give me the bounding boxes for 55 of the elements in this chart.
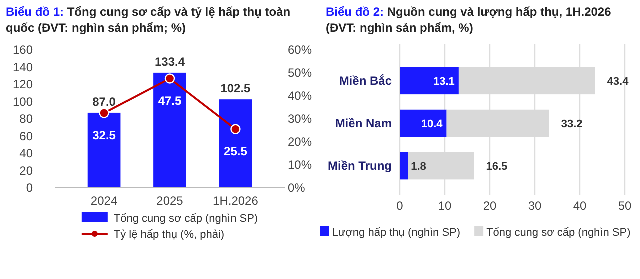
- y-tick-label: 120: [12, 78, 34, 92]
- data-label: 87.0: [92, 94, 116, 109]
- y-tick-label: 40: [20, 146, 34, 160]
- x-tick-label: 2024: [90, 194, 118, 208]
- x-tick-label: 1H.2026: [213, 194, 259, 208]
- y-tick-label: 60: [20, 129, 34, 144]
- x-tick-label: 50: [618, 199, 632, 213]
- bar: [88, 112, 121, 188]
- y-tick-label: Miền Nam: [335, 116, 392, 130]
- y2-tick-label: 0%: [288, 181, 306, 195]
- point: [230, 124, 241, 134]
- data-label: 102.5: [220, 82, 252, 96]
- bar: [219, 100, 252, 188]
- total-label: 16.5: [486, 161, 508, 174]
- point: [99, 108, 110, 118]
- y-tick-label: 140: [12, 60, 34, 74]
- bar: [400, 67, 459, 95]
- y2-tick-label: 40%: [288, 89, 312, 103]
- x-tick-label: 0: [396, 199, 404, 213]
- data-label: 10.4: [421, 118, 444, 130]
- chart-title: Biểu đồ 1: Tổng cung sơ cấp và tỷ lệ hấp thụ toàn quốc (ĐVT: nghìn sản phẩm; %): [6, 5, 291, 35]
- x-tick-label: 20: [483, 199, 497, 213]
- bar: [400, 152, 408, 180]
- data-label: 13.1: [434, 76, 455, 88]
- y2-tick-label: 30%: [288, 112, 312, 126]
- data-label: 133.4: [154, 54, 186, 69]
- x-tick-label: 10: [438, 199, 452, 213]
- total-label: 33.2: [561, 118, 583, 130]
- legend-label: Lượng hấp thụ (nghìn SP): [332, 227, 461, 239]
- y2-tick-label: 10%: [288, 158, 312, 172]
- point: [164, 74, 176, 84]
- bar: [400, 110, 447, 138]
- data-label: 32.5: [92, 128, 116, 142]
- y-tick-label: 0: [26, 181, 34, 195]
- y2-tick-label: 60%: [288, 43, 312, 57]
- legend-label: Tỷ lệ hấp thụ (%, phải): [114, 229, 225, 241]
- y2-tick-label: 20%: [288, 135, 312, 149]
- y-tick-label: 160: [12, 43, 34, 57]
- y2-tick-label: 50%: [288, 66, 312, 80]
- data-label: 47.5: [158, 94, 182, 108]
- y-tick-label: Miền Bắc: [339, 74, 392, 88]
- y-tick-label: 80: [20, 112, 34, 126]
- bar: [154, 72, 186, 188]
- chart-title: Biểu đồ 2: Nguồn cung và lượng hấp thụ, 1H.2026 (ĐVT: nghìn sản phẩm, %): [326, 5, 612, 35]
- y-tick-label: Miền Trung: [328, 159, 392, 174]
- y-tick-label: 20: [20, 164, 34, 178]
- legend-label: Tổng cung sơ cấp (nghìn SP): [486, 227, 631, 239]
- y-tick-label: 100: [12, 94, 34, 109]
- legend-label: Tổng cung sơ cấp (nghìn SP): [114, 213, 258, 225]
- x-tick-label: 40: [573, 199, 587, 213]
- data-label: 1.8: [411, 161, 426, 174]
- x-tick-label: 30: [528, 199, 542, 213]
- x-tick-label: 2025: [156, 194, 184, 208]
- total-label: 43.4: [607, 76, 630, 88]
- data-label: 25.5: [224, 144, 248, 158]
